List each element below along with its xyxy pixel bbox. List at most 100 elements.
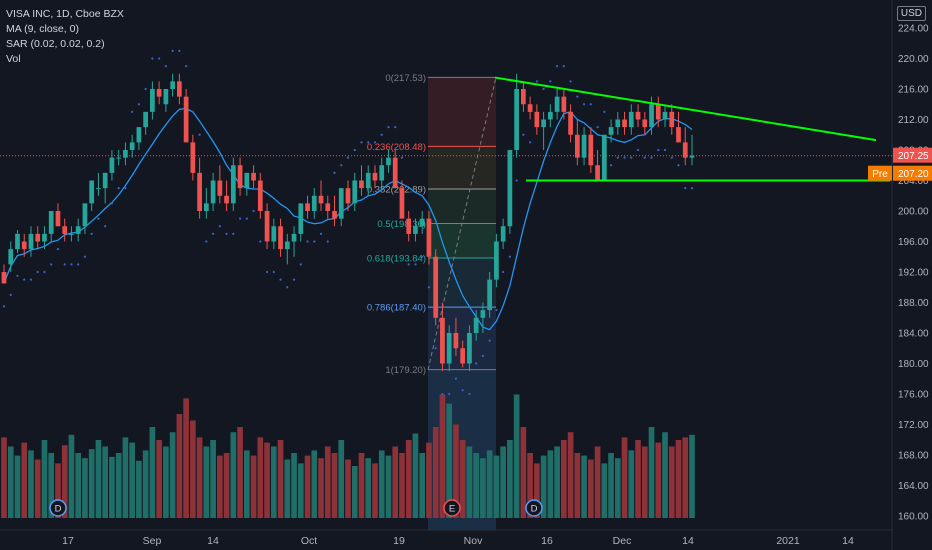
volume-bar [446, 403, 453, 518]
volume-bar [608, 453, 614, 518]
volume-bar [662, 432, 668, 518]
volume-bar [378, 450, 385, 518]
sar-dot [16, 274, 19, 277]
volume-bar [459, 440, 466, 518]
time-tick-label: Sep [143, 535, 162, 547]
volume-bar [466, 446, 473, 518]
sar-dot [461, 389, 464, 392]
sar-dot [475, 362, 478, 365]
sar-dot [407, 263, 410, 266]
sar-dot [454, 377, 458, 380]
candle-body [379, 165, 385, 181]
fib-zone [428, 188, 496, 224]
sar-dot [340, 164, 343, 167]
candle-body [507, 150, 513, 227]
sar-dot [90, 232, 93, 235]
volume-bar [291, 453, 297, 518]
sar-dot [495, 309, 498, 312]
sar-dot [56, 248, 60, 251]
sar-dot [488, 339, 491, 342]
candle-body [527, 104, 533, 112]
fib-zone [428, 146, 496, 189]
volume-bar [547, 450, 554, 518]
sar-dot [124, 187, 127, 190]
candle-body [392, 157, 398, 189]
sar-dot [292, 278, 296, 281]
candle-body [352, 180, 358, 204]
candle-body [150, 89, 155, 112]
sar-dot [299, 263, 302, 266]
volume-bar [203, 446, 210, 518]
volume-bar [621, 437, 628, 518]
volume-bar [473, 453, 479, 518]
volume-bar [581, 455, 587, 518]
sar-dot [515, 179, 518, 182]
candle-body [406, 218, 412, 234]
volume-bar [486, 450, 493, 518]
volume-bar [392, 446, 399, 518]
candle-body [136, 127, 142, 143]
volume-bar [587, 459, 594, 518]
price-tick-label: 160.00 [898, 512, 929, 523]
pre-price-tag [893, 165, 932, 181]
candle-body [662, 111, 668, 120]
candle-body [480, 310, 486, 318]
candle-body [642, 119, 648, 128]
sar-dot [238, 217, 242, 220]
candle-body [426, 218, 432, 257]
sar-dot [164, 65, 167, 68]
candle-body [473, 317, 479, 333]
volume-bar [109, 456, 115, 518]
pre-price-value: 207.20 [898, 169, 929, 180]
candle-body [42, 233, 47, 242]
sar-dot [158, 57, 161, 60]
volume-bar [318, 458, 324, 518]
volume-bar [88, 449, 95, 518]
volume-bar [507, 440, 513, 518]
candle-body [311, 195, 317, 211]
volume-bar [432, 427, 439, 518]
volume-bar [122, 437, 129, 518]
candle-body [271, 226, 277, 242]
volume-bar [136, 460, 142, 518]
sar-dot [663, 148, 667, 152]
candle-body [217, 180, 223, 196]
candle-body [615, 119, 621, 128]
sar-dot [171, 49, 174, 52]
volume-bar [668, 446, 675, 518]
fib-zone [428, 77, 496, 147]
volume-bar [115, 453, 122, 518]
volume-bar [540, 455, 547, 518]
sar-dot [542, 87, 545, 91]
price-tick-label: 196.00 [898, 237, 929, 248]
volume-bar [169, 432, 176, 518]
candle-body [123, 150, 128, 158]
fib-zone [428, 223, 496, 258]
candle-body [467, 333, 472, 364]
pre-label-tag [868, 165, 892, 181]
volume-bar [270, 446, 277, 518]
volume-bar [264, 442, 270, 518]
volume-bar [297, 463, 304, 518]
sar-dot [272, 270, 275, 274]
sar-dot [414, 263, 417, 266]
volume-bar [567, 432, 574, 518]
candle-body [628, 111, 634, 128]
sar-dot [279, 278, 282, 281]
candle-body [163, 89, 169, 105]
sar-dot [104, 225, 107, 228]
volume-bar [385, 455, 392, 518]
candle-body [244, 172, 250, 189]
currency-badge[interactable]: USD [896, 6, 926, 21]
volume-bar [14, 455, 21, 518]
sar-dot [387, 126, 390, 129]
sar-dot [36, 270, 39, 274]
candle-body [460, 348, 466, 364]
sar-dot [589, 103, 592, 106]
volume-bar [561, 440, 567, 518]
sar-dot [616, 156, 619, 159]
sar-dot [448, 392, 451, 396]
price-tick-label: 180.00 [898, 359, 929, 370]
sar-dot [535, 80, 538, 83]
